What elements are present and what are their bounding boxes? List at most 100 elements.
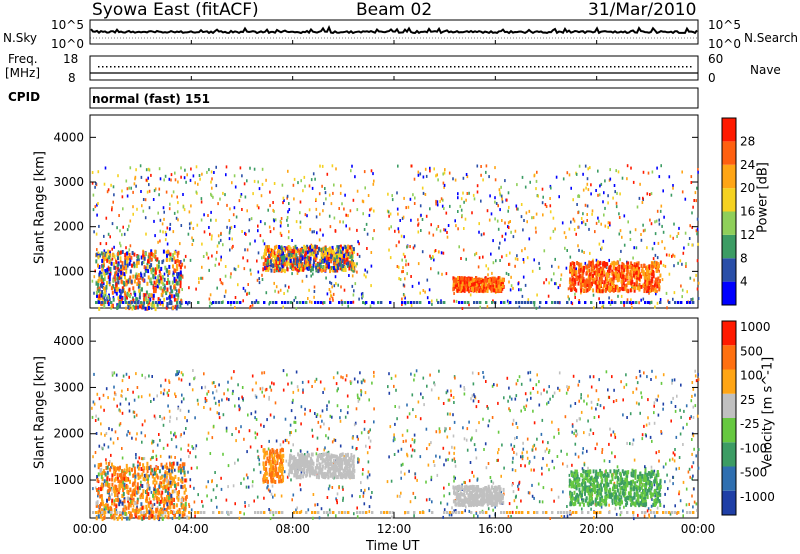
echo-cell bbox=[592, 293, 595, 297]
echo-cell bbox=[598, 286, 601, 290]
echo-cell bbox=[619, 192, 621, 196]
echo-cell bbox=[124, 290, 126, 295]
echo-cell bbox=[208, 297, 211, 301]
echo-cell bbox=[140, 255, 143, 260]
echo-cell bbox=[297, 388, 300, 392]
echo-cell bbox=[244, 231, 246, 235]
echo-cell bbox=[402, 462, 404, 466]
echo-cell bbox=[678, 492, 680, 496]
echo-cell bbox=[176, 258, 179, 263]
echo-cell bbox=[659, 301, 662, 304]
echo-cell bbox=[288, 230, 290, 234]
freq-point bbox=[518, 66, 520, 68]
echo-cell bbox=[535, 230, 537, 234]
echo-cell bbox=[280, 217, 283, 220]
echo-cell bbox=[680, 383, 682, 387]
echo-cell bbox=[473, 474, 475, 478]
echo-cell bbox=[312, 516, 314, 520]
echo-cell bbox=[117, 280, 120, 285]
echo-cell bbox=[138, 288, 141, 293]
echo-cell bbox=[460, 208, 463, 212]
echo-cell bbox=[669, 458, 671, 462]
echo-cell bbox=[470, 283, 473, 287]
freq-point bbox=[210, 66, 212, 68]
echo-cell bbox=[282, 196, 285, 200]
echo-cell bbox=[346, 257, 349, 262]
echo-cell bbox=[324, 446, 326, 450]
echo-cell bbox=[554, 257, 556, 261]
echo-cell bbox=[126, 256, 129, 261]
echo-cell bbox=[586, 449, 588, 453]
echo-cell bbox=[118, 275, 120, 280]
echo-cell bbox=[614, 287, 617, 292]
echo-cell bbox=[273, 219, 275, 223]
echo-cell bbox=[536, 194, 539, 198]
echo-cell bbox=[190, 167, 192, 171]
echo-cell bbox=[154, 289, 157, 294]
echo-cell bbox=[249, 242, 251, 246]
echo-cell bbox=[98, 224, 100, 228]
echo-cell bbox=[558, 431, 560, 435]
echo-cell bbox=[646, 269, 648, 274]
echo-cell bbox=[549, 204, 552, 208]
echo-cell bbox=[557, 386, 559, 390]
echo-cell bbox=[464, 301, 467, 304]
echo-cell bbox=[648, 264, 651, 269]
echo-cell bbox=[158, 269, 161, 274]
echo-cell bbox=[430, 441, 432, 445]
echo-cell bbox=[160, 384, 162, 388]
echo-cell bbox=[507, 226, 510, 229]
echo-cell bbox=[428, 509, 431, 513]
echo-cell bbox=[407, 262, 410, 266]
echo-cell bbox=[313, 260, 315, 264]
echo-cell bbox=[157, 260, 160, 265]
echo-cell bbox=[541, 500, 544, 504]
echo-cell bbox=[263, 496, 265, 500]
echo-cell bbox=[188, 210, 191, 214]
echo-cell bbox=[622, 413, 624, 417]
echo-cell bbox=[450, 513, 453, 517]
echo-cell bbox=[504, 232, 507, 236]
echo-cell bbox=[410, 164, 413, 168]
echo-cell bbox=[338, 257, 341, 261]
echo-cell bbox=[192, 174, 195, 178]
echo-cell bbox=[393, 384, 395, 388]
echo-cell bbox=[113, 254, 116, 259]
echo-cell bbox=[526, 256, 529, 260]
echo-cell bbox=[569, 277, 572, 282]
echo-cell bbox=[686, 290, 688, 294]
echo-cell bbox=[602, 301, 605, 304]
echo-cell bbox=[451, 458, 454, 462]
echo-cell bbox=[351, 494, 353, 498]
echo-cell bbox=[162, 392, 165, 396]
echo-cell bbox=[259, 234, 262, 238]
echo-cell bbox=[320, 301, 323, 304]
echo-cell bbox=[254, 436, 257, 440]
echo-cell bbox=[309, 228, 311, 232]
echo-cell bbox=[218, 416, 221, 420]
echo-cell bbox=[265, 251, 267, 256]
echo-cell bbox=[318, 192, 321, 196]
echo-cell bbox=[269, 413, 272, 417]
echo-cell bbox=[270, 268, 273, 273]
echo-cell bbox=[515, 382, 518, 386]
echo-cell bbox=[471, 282, 474, 287]
echo-cell bbox=[602, 262, 605, 267]
echo-cell bbox=[289, 423, 292, 427]
echo-cell bbox=[463, 280, 466, 285]
echo-cell bbox=[174, 392, 176, 396]
echo-cell bbox=[326, 172, 329, 176]
echo-cell bbox=[106, 280, 108, 285]
echo-cell bbox=[476, 184, 479, 188]
echo-cell bbox=[166, 287, 169, 292]
echo-cell bbox=[277, 264, 280, 269]
echo-cell bbox=[238, 430, 240, 434]
echo-cell bbox=[295, 260, 298, 265]
echo-cell bbox=[135, 184, 137, 188]
echo-cell bbox=[155, 279, 158, 284]
echo-cell bbox=[108, 272, 111, 277]
echo-cell bbox=[334, 275, 337, 279]
echo-cell bbox=[608, 395, 611, 399]
echo-cell bbox=[598, 279, 601, 284]
echo-cell bbox=[630, 261, 633, 266]
